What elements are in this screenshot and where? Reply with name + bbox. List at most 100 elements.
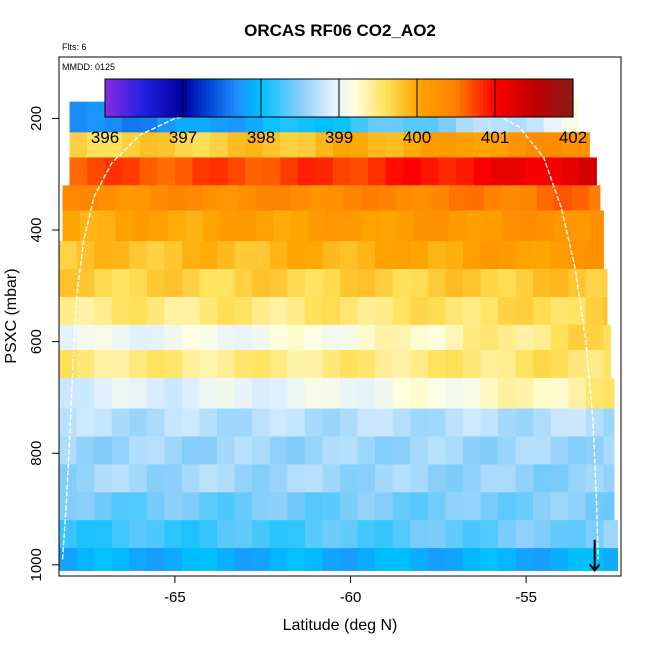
heatmap-cell: [533, 548, 552, 571]
heatmap-cell: [462, 296, 481, 326]
colorbar-segment: [467, 79, 473, 117]
colorbar-segment: [565, 79, 570, 117]
heatmap-cell: [59, 548, 78, 571]
colorbar-segment: [163, 79, 168, 117]
heatmap-cell: [94, 436, 113, 465]
heatmap-cell: [304, 520, 323, 549]
heatmap-cell: [322, 269, 341, 298]
heatmap-cell: [322, 436, 341, 465]
heatmap-cell: [59, 296, 78, 326]
colorbar-segment: [339, 79, 344, 117]
colorbar-segment: [549, 79, 555, 117]
heatmap-cell: [104, 157, 123, 186]
heatmap-cell: [129, 349, 148, 379]
colorbar-segment: [218, 79, 223, 117]
heatmap-cell: [111, 436, 130, 465]
heatmap-cell: [122, 132, 141, 158]
heatmap-cell: [297, 132, 316, 158]
heatmap-cell: [115, 210, 134, 242]
heatmap-cell: [234, 349, 253, 379]
heatmap-cell: [568, 349, 587, 379]
heatmap-cell: [515, 436, 534, 465]
colorbar-segment: [331, 79, 336, 117]
heatmap-cell: [304, 349, 323, 379]
colorbar-segment: [175, 79, 180, 117]
colorbar-segment: [479, 79, 484, 117]
heatmap-cell: [76, 269, 95, 298]
heatmap-cell: [392, 269, 411, 298]
heatmap-cell: [199, 296, 218, 326]
heatmap-cell: [515, 324, 534, 351]
x-tick-label: -65: [164, 589, 186, 606]
colorbar-tick-label: 402: [559, 128, 587, 147]
heatmap-cell: [181, 296, 200, 326]
heatmap-cell: [466, 210, 485, 242]
heatmap-cell: [80, 185, 99, 211]
heatmap-cell: [392, 296, 411, 326]
heatmap-cell: [234, 464, 253, 493]
heatmap-cell: [585, 324, 604, 351]
heatmap-cell: [146, 520, 165, 549]
heatmap-cell: [340, 241, 359, 270]
heatmap-cell: [227, 157, 246, 186]
heatmap-cell: [480, 377, 499, 410]
heatmap-cell: [585, 464, 604, 493]
heatmap-cell: [322, 349, 341, 379]
heatmap-cell: [427, 324, 446, 351]
heatmap-cell: [304, 436, 323, 465]
heatmap-cell: [603, 548, 618, 571]
heatmap-cell: [199, 241, 218, 270]
colorbar-segment: [459, 79, 465, 117]
heatmap-cell: [491, 132, 510, 158]
heatmap-cell: [287, 408, 306, 437]
heatmap-cell: [164, 324, 183, 351]
heatmap-cell: [217, 241, 236, 270]
heatmap-cell: [585, 520, 604, 549]
heatmap-cell: [568, 436, 587, 465]
colorbar-segment: [545, 79, 551, 117]
colorbar-segment: [323, 79, 328, 117]
heatmap-cell: [94, 548, 113, 571]
heatmap-cell: [297, 157, 316, 186]
heatmap-cell: [269, 436, 288, 465]
heatmap-cell: [340, 296, 359, 326]
y-tick-label: 1000: [28, 548, 45, 581]
heatmap-cell: [585, 241, 604, 270]
colorbar-segment: [120, 79, 126, 117]
heatmap-cell: [76, 408, 95, 437]
colorbar-segment: [514, 79, 519, 117]
heatmap-cell: [466, 185, 485, 211]
heatmap-cell: [568, 269, 587, 298]
heatmap-cell: [375, 492, 394, 521]
heatmap-cell: [234, 269, 253, 298]
heatmap-cell: [473, 157, 492, 186]
heatmap-cell: [76, 296, 95, 326]
heatmap-cell: [234, 548, 253, 571]
heatmap-cell: [427, 296, 446, 326]
colorbar-segment: [151, 79, 157, 117]
heatmap-cell: [603, 520, 618, 549]
heatmap-cell: [94, 377, 113, 410]
heatmap-cell: [217, 324, 236, 351]
colorbar-segment: [401, 79, 406, 117]
heatmap-cell: [203, 210, 222, 242]
heatmap-cell: [533, 464, 552, 493]
heatmap-cell: [199, 269, 218, 298]
heatmap-cell: [146, 241, 165, 270]
colorbar-segment: [276, 79, 282, 117]
colorbar-segment: [327, 79, 332, 117]
heatmap-cell: [322, 241, 341, 270]
heatmap-cell: [603, 492, 615, 521]
heatmap-cell: [420, 157, 439, 186]
heatmap-cell: [438, 132, 457, 158]
colorbar-segment: [526, 79, 531, 117]
heatmap-cell: [97, 185, 116, 211]
colorbar-segment: [147, 79, 153, 117]
heatmap-cell: [59, 520, 78, 549]
colorbar-segment: [140, 79, 145, 117]
heatmap-cell: [445, 377, 464, 410]
heatmap-cell: [255, 210, 274, 242]
heatmap-cell: [111, 492, 130, 521]
heatmap-cell: [146, 408, 165, 437]
heatmap-cell: [181, 520, 200, 549]
